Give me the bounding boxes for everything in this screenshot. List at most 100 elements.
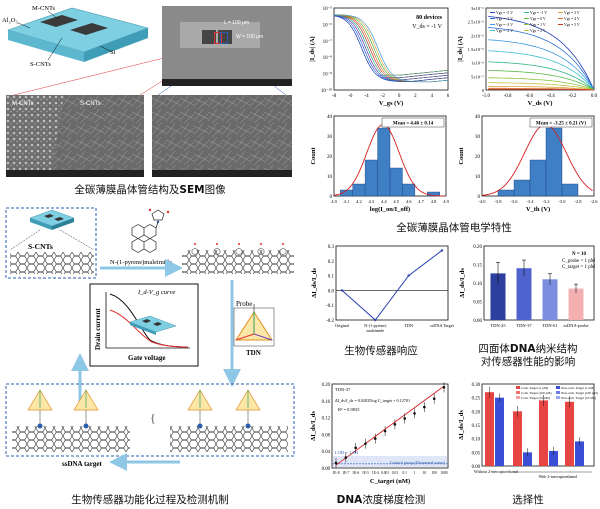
chart-tdn-bars: TDN-25 TDN-37 TDN-61 ssDNA-probe 0.20 0.15 0.1… [459,245,596,328]
legend-entry: Vgs = -2 V [496,29,513,33]
legend-swatch [556,391,560,394]
y-tick-label: 20 [327,155,333,160]
anchored-molecule [279,247,287,256]
data-point [354,446,357,450]
x-tick-label: 1E-7 [342,471,349,475]
tdn-annotation-target: C_target = 1 pM [562,265,596,270]
hist-annotation: Mean = 4.46 ± 0.14 [393,122,434,127]
x-tick-label: 4.6 [406,199,412,204]
molecule-atom [238,243,240,245]
y-tick-label: 0.15 [473,264,482,269]
gaussian-fit [333,124,445,197]
output-curve [488,27,595,91]
x-tick-label: 1000 [440,471,447,475]
x-tick-label: 4.5 [393,199,399,204]
y-tick-label: 0.0 [328,289,335,294]
x-tick-label: TDN-37 [516,323,532,328]
x-axis-label: V_gs (V) [379,100,403,107]
histogram-bar [513,179,531,197]
y-tick-label: 0.00 [472,465,481,470]
gradient-tdn-label: TDN-37 [335,387,351,392]
x-tick-label: 1E-8 [333,471,340,475]
y-tick-label: 0.15 [472,424,481,429]
annotation-box [529,117,593,128]
y-tick-label: 0.05 [473,301,482,306]
y-tick-label: -0.1 [326,304,334,309]
anchored-molecules [191,243,287,256]
x-tick-label: 0 [398,94,401,99]
legend-entry: Vgs = -3 V [496,23,513,27]
data-point [403,417,407,420]
data-point [344,456,348,459]
x-tick-label: 10 [423,471,427,475]
legend-entry: Vgs = -5 V [496,11,513,15]
tdn-bar [516,268,532,320]
x-tick-label: -2.8 [574,199,582,204]
y-tick-label: 0.20 [322,383,331,388]
y-tick-label: 0.2 [328,260,335,265]
y-tick-label: 0.20 [472,410,481,415]
legend-swatch [556,386,560,389]
y-tick-label: 0.20 [473,245,482,250]
output-curve [488,82,595,91]
legend-swatch [516,386,520,389]
device-schematic: M-CNTs Al₂O₃ S-CNTs Si [2,5,287,96]
device-structure-panel: M-CNTs Al₂O₃ S-CNTs Si L = 100 μm W = 10… [0,0,300,200]
fit-r2: R² = 0.9835 [338,407,360,412]
plot-frame [335,245,449,321]
transfer-annotation-vds: V_ds = -1 V [412,24,442,30]
legend-entry: Vgs = 2 V [530,29,546,33]
response-point [440,249,444,252]
y-axis-label: ΔI_ds/I_ds [459,268,466,298]
legend-swatch [516,391,520,394]
tdn-anchor [245,423,251,429]
x-axis-label: V_ds (V) [528,100,553,107]
tdn-array [27,389,261,429]
y-tick-label: 0 [330,195,333,200]
molecule-atom [194,243,196,245]
plot-frame [331,383,449,469]
tdn-bar [542,279,558,320]
y-tick-label: 2x10⁻⁶ [471,33,484,38]
x-tick-label: TDN [404,323,413,328]
y-tick-label: 0.04 [322,450,331,455]
caption-tdn: 四面体DNA纳米结构 对传感器性能的影响 [478,343,578,368]
data-point [413,412,416,415]
response-point [407,274,410,277]
x-tick-label: -3.8 [494,199,502,204]
x-tick-label: TDN-61 [542,323,557,328]
output-curve [488,50,595,91]
plot-frame [483,245,595,321]
x-tick-label: 4.3 [369,199,375,204]
x-tick-label: -3.0 [558,199,566,204]
x-tick-label: -2.6 [590,199,598,204]
tdn-anchor [197,423,203,429]
y-tick-label: 0.1 [328,275,335,280]
y-tick-label: 10 [327,175,333,180]
chart-vth-hist: -4.0 -3.8 -3.6 -3.4 -3.2 -3.0 -2.8 -2.6 0 10 20 30 4… [458,115,598,213]
histogram-bar [402,183,416,197]
data-point [432,397,436,400]
sem-label-l: L = 100 μm [224,20,250,26]
tdn-annotation-n: N = 10 [572,252,586,257]
y-tick-label: 0.10 [473,282,482,287]
plot-frame [333,7,449,91]
x-tick-label: 1 [414,471,416,475]
y-tick-label: 1x10⁻⁶ [471,61,484,66]
y-tick-label: 0.00 [473,319,482,324]
x-tick-label: 6 [447,94,450,99]
y-tick-label: 10⁻⁷ [323,39,333,45]
fit-equation: ΔI_ds/I_ds = 0.02035log C_target + 0.127… [335,398,410,403]
x-tick-label: 100 [431,471,437,475]
caption-functionalization: 生物传感器功能化过程及检测机制 [71,494,229,506]
complementary-bar [539,400,548,466]
complementary-bar [513,411,522,466]
tdn-bar [568,288,584,320]
molecule-atom [260,243,262,245]
histogram-bar [545,127,563,197]
control-band [333,456,447,467]
caption-response: 生物传感器响应 [344,345,418,357]
tdn-anchor [37,423,43,429]
legend-entry: Non-com. Target (1 pM) [561,386,594,390]
histogram-bar [364,159,378,197]
